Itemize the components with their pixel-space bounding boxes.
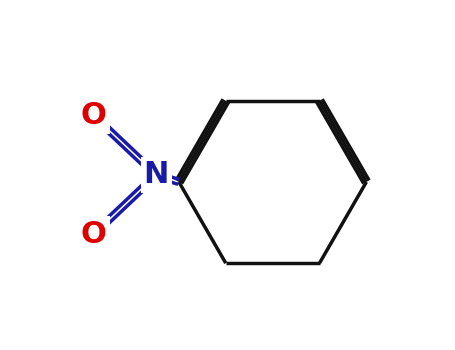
Text: O: O bbox=[81, 219, 107, 248]
Text: O: O bbox=[81, 102, 107, 131]
Text: O: O bbox=[81, 102, 107, 131]
Text: O: O bbox=[81, 219, 107, 248]
Text: N: N bbox=[144, 161, 169, 189]
Text: N: N bbox=[144, 161, 169, 189]
